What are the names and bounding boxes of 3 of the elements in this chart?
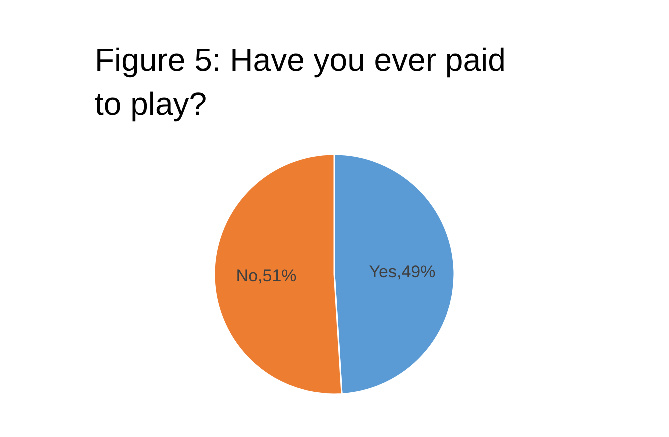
slice-label: Yes,49% xyxy=(369,262,436,282)
slice-label: No,51% xyxy=(236,266,297,286)
chart-title: Figure 5: Have you ever paid to play? xyxy=(95,42,506,122)
